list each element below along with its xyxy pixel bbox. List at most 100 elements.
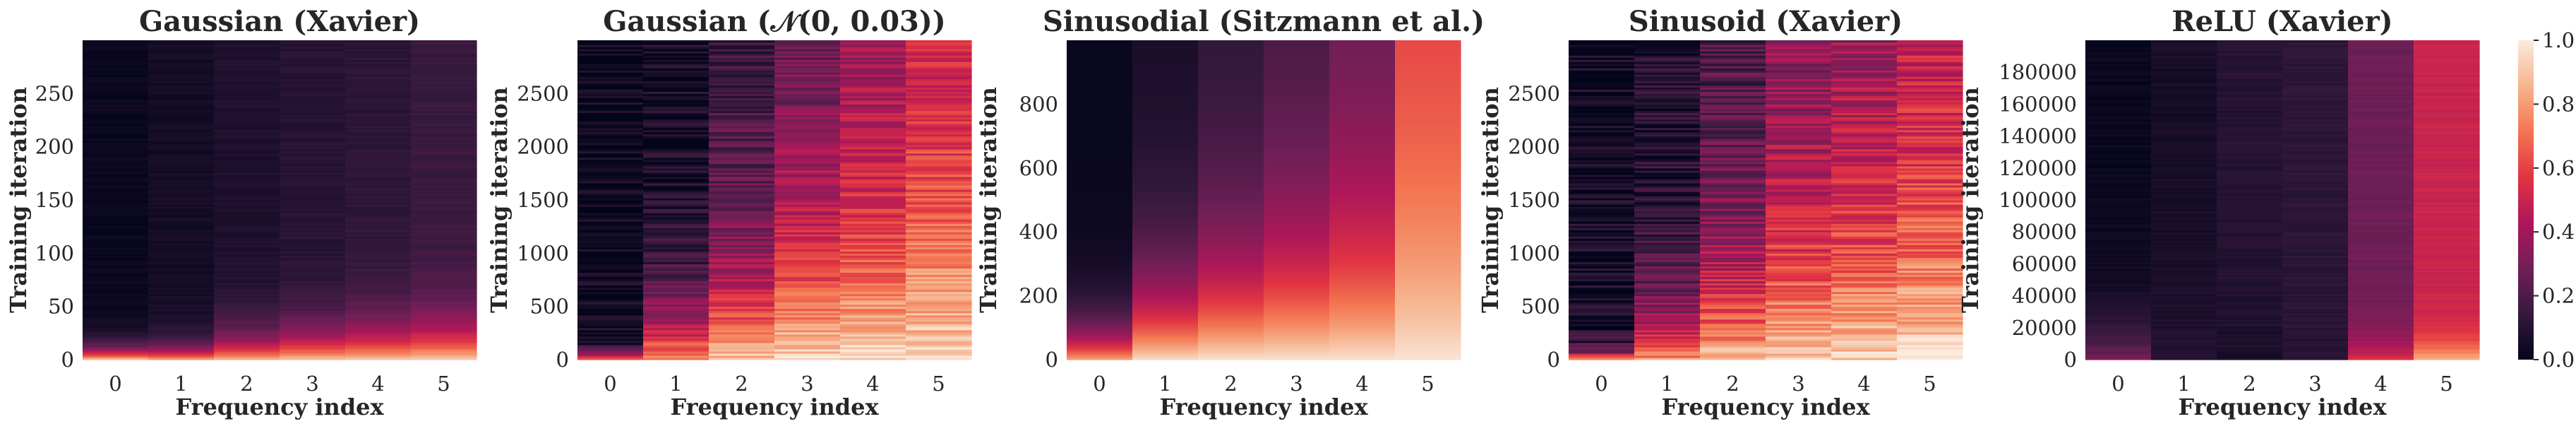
heatmap-cell (2348, 302, 2414, 305)
heatmap-cell (2348, 308, 2414, 312)
heatmap-cell (1569, 355, 1635, 358)
heatmap-cell (214, 333, 280, 337)
heatmap-cell (577, 242, 644, 245)
heatmap-cell (2151, 153, 2217, 156)
heatmap-cell (1831, 208, 1898, 211)
heatmap-cell (1329, 338, 1396, 341)
heatmap-cell (148, 59, 215, 62)
heatmap-cell (709, 323, 775, 326)
heatmap-cell (280, 348, 346, 352)
heatmap-cell (214, 40, 280, 43)
heatmap-cell (1067, 95, 1133, 98)
heatmap-cell (411, 64, 477, 66)
heatmap-cell (2414, 110, 2480, 114)
heatmap-cell (148, 125, 215, 129)
heatmap-cell (774, 232, 841, 235)
heatmap-cell (1831, 59, 1898, 62)
heatmap-cell (1897, 223, 1963, 226)
heatmap-cell (1634, 202, 1701, 205)
heatmap-cell (577, 217, 644, 220)
heatmap-cell (577, 333, 644, 337)
heatmap-cell (2085, 184, 2152, 188)
heatmap-cell (2151, 42, 2217, 45)
heatmap-cell (643, 217, 709, 220)
heatmap-cell (2282, 238, 2349, 241)
heatmap-cell (2085, 331, 2152, 335)
heatmap-cell (1395, 117, 1461, 120)
heatmap-cell (280, 165, 346, 169)
heatmap-cell (2085, 167, 2152, 171)
heatmap-cell (1329, 89, 1396, 92)
heatmap-cell (1766, 348, 1832, 352)
heatmap-cell (709, 57, 775, 60)
heatmap-cell (280, 259, 346, 262)
heatmap-cell (1700, 255, 1766, 258)
heatmap-cell (1329, 249, 1396, 252)
y-tick-label: 500 (530, 295, 569, 319)
heatmap-cell (1329, 68, 1396, 71)
heatmap-cell (1329, 121, 1396, 124)
x-tick-label: 0 (1595, 372, 1607, 396)
heatmap-cell (2414, 74, 2480, 77)
heatmap-cell (148, 228, 215, 230)
heatmap-cell (2282, 342, 2349, 346)
heatmap-cell (1198, 159, 1264, 163)
heatmap-cell (774, 146, 841, 150)
heatmap-cell (1067, 104, 1133, 107)
heatmap-cell (1766, 170, 1832, 173)
heatmap-cell (577, 184, 644, 188)
heatmap-cell (840, 161, 906, 165)
heatmap-cell (2348, 247, 2414, 249)
heatmap-cell (1831, 211, 1898, 213)
heatmap-cell (280, 200, 346, 203)
heatmap-cell (1198, 340, 1264, 343)
heatmap-cell (1067, 319, 1133, 322)
heatmap-cell (280, 72, 346, 75)
heatmap-cell (840, 72, 906, 75)
heatmap-cell (2085, 202, 2152, 205)
heatmap-cell (1132, 157, 1199, 160)
heatmap-cell (2151, 182, 2217, 186)
heatmap-cell (2085, 247, 2152, 249)
heatmap-cell (1700, 189, 1766, 192)
heatmap-cell (1766, 350, 1832, 354)
heatmap-cell (1264, 204, 1330, 207)
heatmap-cell (345, 178, 412, 182)
heatmap-cell (2282, 319, 2349, 322)
heatmap-cell (2217, 187, 2283, 190)
heatmap-cell (148, 213, 215, 216)
heatmap-cell (345, 321, 412, 324)
heatmap-cell (2217, 276, 2283, 280)
heatmap-column-2 (2217, 40, 2283, 360)
heatmap-cell (1897, 104, 1963, 107)
heatmap-cell (1067, 217, 1133, 220)
heatmap-cell (577, 236, 644, 239)
heatmap-cell (1264, 119, 1330, 122)
heatmap-cell (1700, 338, 1766, 341)
heatmap-cell (1329, 230, 1396, 232)
heatmap-cell (148, 178, 215, 182)
heatmap-cell (2282, 98, 2349, 100)
heatmap-cell (1831, 49, 1898, 52)
heatmap-cell (2282, 108, 2349, 112)
heatmap-cell (1831, 85, 1898, 88)
heatmap-cell (2348, 98, 2414, 100)
heatmap-cell (906, 123, 972, 126)
heatmap-cell (345, 340, 412, 343)
heatmap-column-1 (148, 40, 215, 360)
heatmap-cell (411, 117, 477, 120)
heatmap-cell (1264, 187, 1330, 190)
heatmap-cell (83, 167, 149, 171)
heatmap-cell (214, 55, 280, 58)
heatmap-cell (1198, 40, 1264, 43)
heatmap-cell (643, 268, 709, 271)
heatmap-cell (2151, 163, 2217, 167)
heatmap-cell (1264, 268, 1330, 271)
heatmap-cell (2282, 91, 2349, 94)
heatmap-cell (83, 308, 149, 312)
heatmap-cell (2151, 253, 2217, 256)
heatmap-cell (1264, 170, 1330, 173)
heatmap-cell (83, 76, 149, 79)
heatmap-cell (840, 125, 906, 129)
heatmap-cell (643, 234, 709, 237)
